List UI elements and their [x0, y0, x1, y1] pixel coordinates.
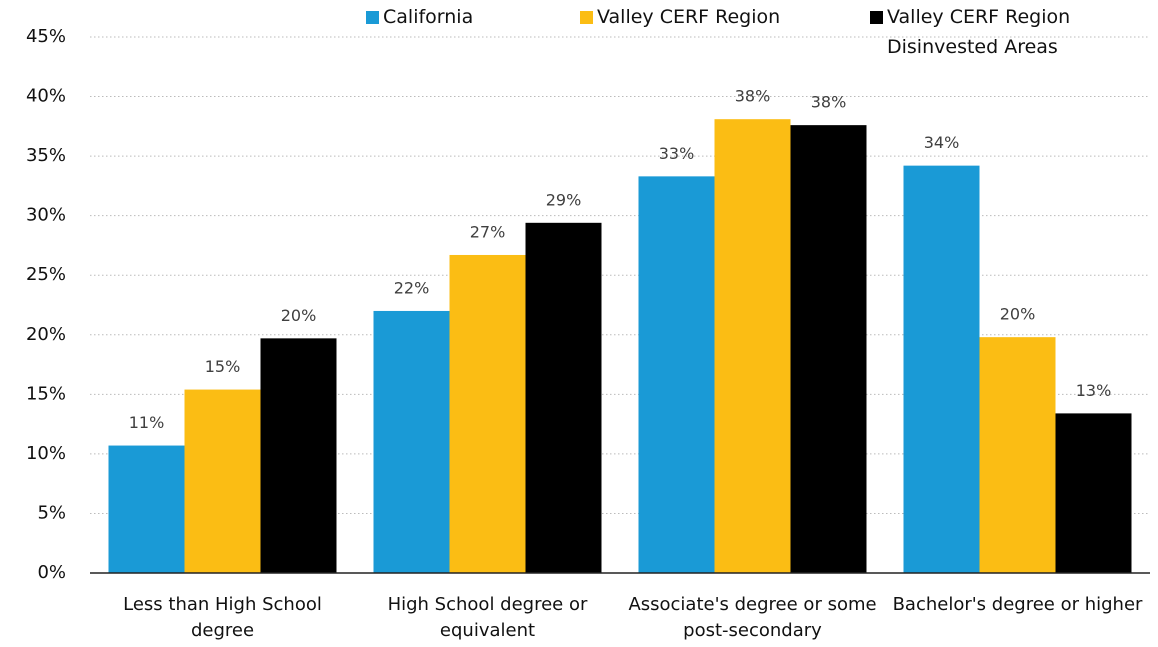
- y-tick-label: 45%: [26, 26, 66, 47]
- x-tick-label: Bachelor's degree or higher: [892, 594, 1143, 615]
- y-tick-label: 30%: [26, 205, 66, 226]
- value-label: 20%: [281, 306, 317, 325]
- x-tick-label: High School degree or equivalent: [387, 594, 588, 641]
- bar: [373, 310, 450, 573]
- value-label: 15%: [205, 357, 241, 376]
- y-tick-label: 0%: [37, 562, 66, 583]
- bar: [525, 222, 602, 573]
- legend-item: Valley CERF Region Disinvested Areas: [870, 2, 1110, 62]
- value-label: 38%: [735, 87, 771, 106]
- y-tick-label: 15%: [26, 383, 66, 404]
- legend-label: Valley CERF Region: [597, 6, 781, 28]
- y-tick-label: 35%: [26, 145, 66, 166]
- x-tick-label: Associate's degree or some post-secondar…: [628, 594, 877, 641]
- bar: [449, 254, 526, 573]
- value-label: 34%: [924, 133, 960, 152]
- legend-label: Valley CERF Region Disinvested Areas: [887, 6, 1071, 58]
- value-label: 38%: [811, 93, 847, 112]
- y-tick-label: 25%: [26, 264, 66, 285]
- bar: [903, 165, 980, 573]
- value-label: 29%: [546, 190, 582, 209]
- bar: [260, 338, 337, 573]
- y-tick-label: 40%: [26, 86, 66, 107]
- value-label: 11%: [129, 413, 165, 432]
- y-tick-label: 20%: [26, 324, 66, 345]
- bar: [108, 445, 185, 573]
- bar: [979, 337, 1056, 573]
- x-tick-label: Less than High School degree: [123, 594, 322, 641]
- legend-swatch: [870, 11, 883, 24]
- legend-item: Valley CERF Region: [580, 2, 860, 32]
- bar: [1055, 413, 1132, 573]
- bar: [184, 389, 261, 573]
- bar: [790, 125, 867, 574]
- bar: [714, 119, 791, 573]
- y-tick-label: 5%: [37, 502, 66, 523]
- bar: [638, 176, 715, 574]
- value-label: 33%: [659, 144, 695, 163]
- legend-label: California: [383, 6, 474, 28]
- value-label: 20%: [1000, 305, 1036, 324]
- legend-item: California: [366, 2, 566, 32]
- value-label: 13%: [1076, 381, 1112, 400]
- value-label: 22%: [394, 278, 430, 297]
- legend-swatch: [580, 11, 593, 24]
- legend-swatch: [366, 11, 379, 24]
- value-label: 27%: [470, 222, 506, 241]
- y-tick-label: 10%: [26, 443, 66, 464]
